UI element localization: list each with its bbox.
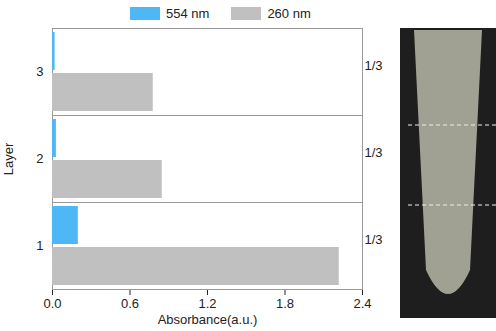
svg-text:3: 3 bbox=[36, 64, 43, 79]
svg-text:Layer: Layer bbox=[1, 142, 16, 175]
svg-text:0.0: 0.0 bbox=[43, 296, 61, 311]
svg-text:1: 1 bbox=[36, 238, 43, 253]
svg-text:1.2: 1.2 bbox=[198, 296, 216, 311]
html-text:554 nm: 554 nm bbox=[166, 6, 210, 21]
svg-text:2.4: 2.4 bbox=[353, 296, 371, 311]
svg-text:1/3: 1/3 bbox=[364, 58, 382, 73]
svg-text:1/3: 1/3 bbox=[364, 232, 382, 247]
html-text:260 nm: 260 nm bbox=[267, 6, 311, 21]
svg-text:0.6: 0.6 bbox=[121, 296, 139, 311]
svg-text:1.8: 1.8 bbox=[276, 296, 294, 311]
svg-text:2: 2 bbox=[36, 151, 43, 166]
svg-text:Absorbance(a.u.): Absorbance(a.u.) bbox=[158, 312, 258, 327]
svg-text:1/3: 1/3 bbox=[364, 145, 382, 160]
